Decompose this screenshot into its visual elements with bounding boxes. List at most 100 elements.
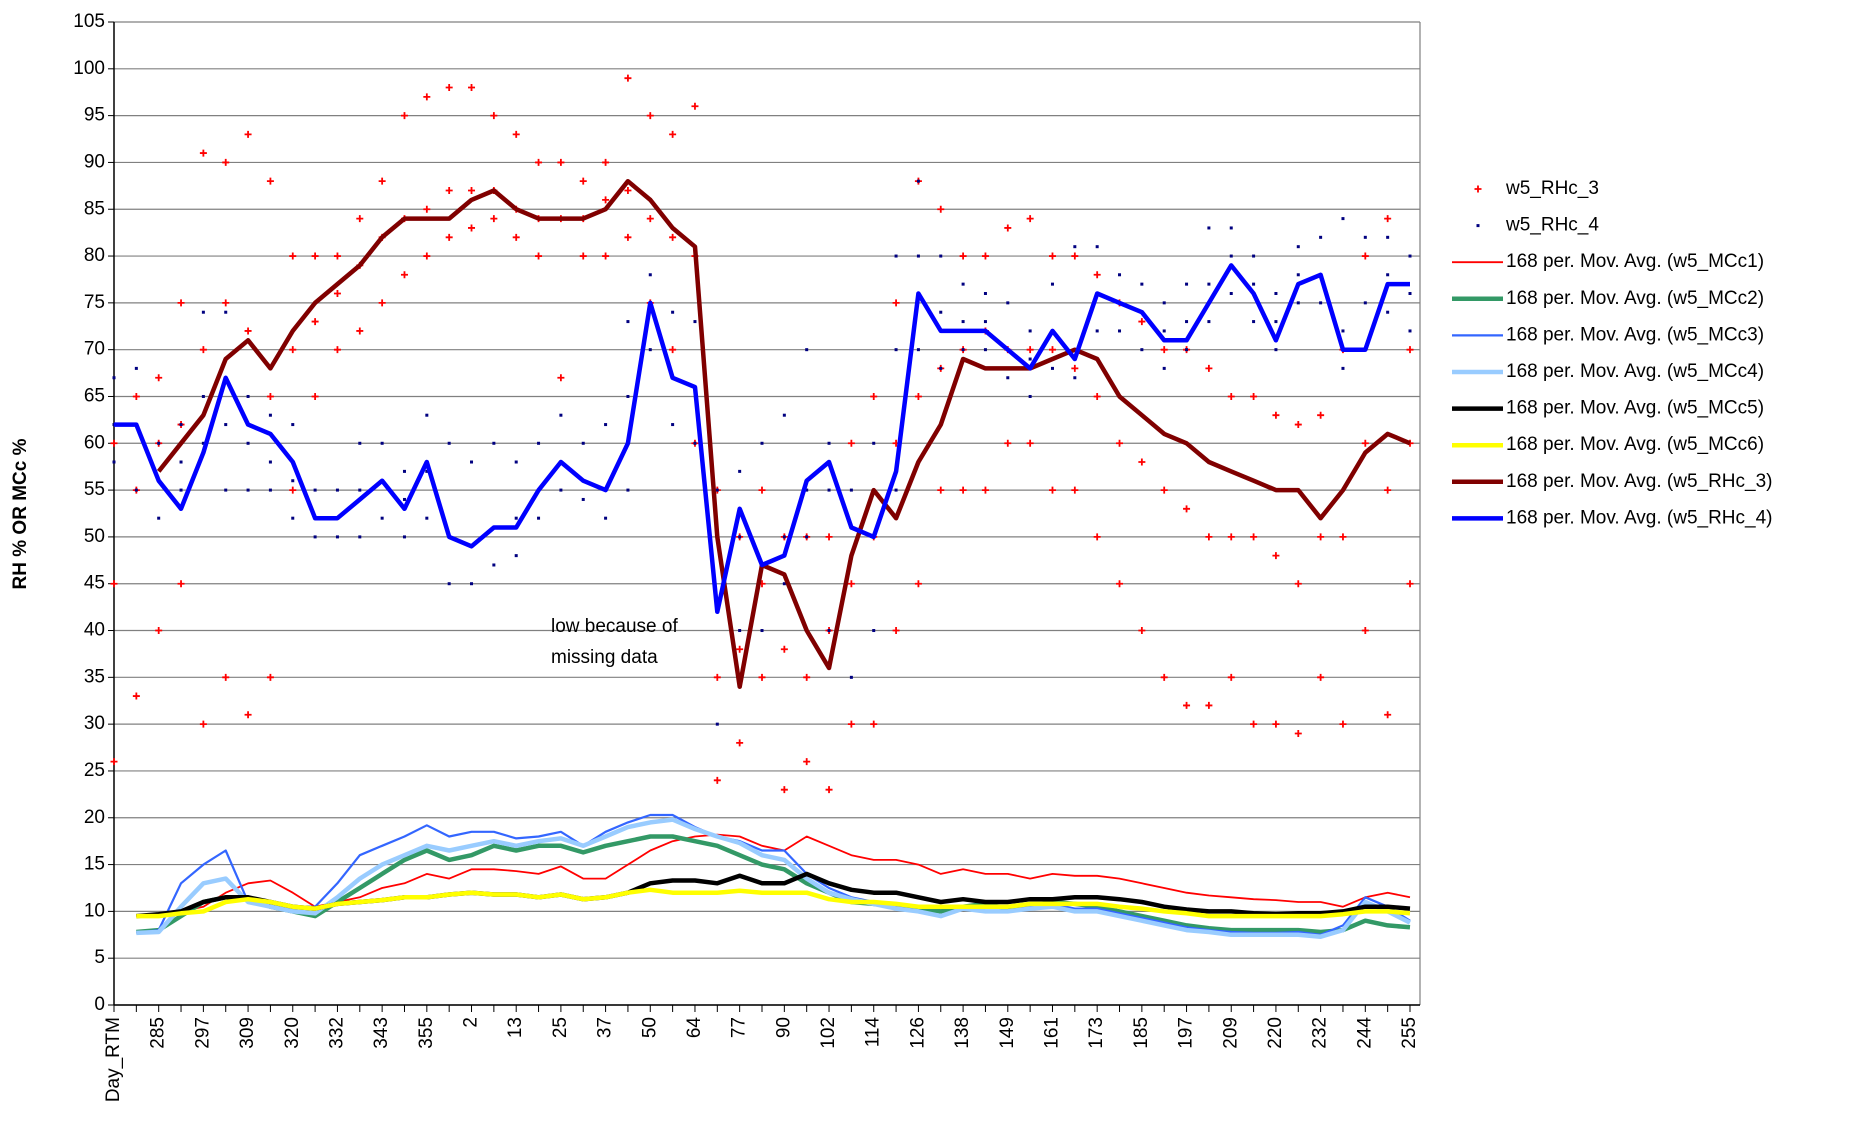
scatter-point — [514, 460, 518, 464]
scatter-point — [222, 673, 230, 681]
scatter-point — [782, 413, 786, 417]
scatter-point — [1050, 282, 1054, 286]
scatter-point — [1028, 357, 1032, 361]
scatter-point — [1140, 348, 1144, 352]
y-tick-label: 105 — [73, 11, 105, 32]
scatter-point — [671, 310, 675, 314]
scatter-point — [648, 348, 652, 352]
scatter-point — [579, 252, 587, 260]
scatter-point — [581, 497, 585, 501]
x-tick-label: 126 — [907, 1017, 928, 1049]
y-tick-label: 80 — [84, 245, 105, 266]
x-tick-label: 114 — [863, 1017, 884, 1048]
scatter-point — [1205, 533, 1213, 541]
x-tick-label: 343 — [371, 1017, 392, 1049]
scatter-point — [1319, 301, 1323, 305]
scatter-point — [1229, 291, 1233, 295]
scatter-point — [311, 318, 319, 326]
scatter-point — [602, 252, 610, 260]
x-tick-label: 161 — [1041, 1017, 1062, 1049]
scatter-point — [400, 271, 408, 279]
scatter-point — [693, 320, 697, 324]
scatter-point — [939, 366, 943, 370]
scatter-point — [311, 252, 319, 260]
x-tick-label: 209 — [1220, 1017, 1241, 1049]
scatter-point — [244, 711, 252, 719]
scatter-point — [738, 629, 742, 633]
scatter-point — [760, 441, 764, 445]
scatter-point — [291, 479, 295, 483]
scatter-point — [246, 441, 250, 445]
scatter-point — [1317, 673, 1325, 681]
scatter-point — [981, 252, 989, 260]
scatter-point — [559, 413, 563, 417]
scatter-point — [805, 488, 809, 492]
scatter-point — [423, 205, 431, 213]
scatter-point — [110, 758, 118, 766]
scatter-point — [1093, 392, 1101, 400]
scatter-point — [1006, 301, 1010, 305]
scatter-point — [1138, 627, 1146, 635]
scatter-point — [1319, 235, 1323, 239]
scatter-point — [604, 516, 608, 520]
scatter-point — [380, 516, 384, 520]
scatter-point — [1294, 580, 1302, 588]
scatter-point — [1296, 301, 1300, 305]
y-tick-label: 35 — [84, 666, 105, 687]
scatter-point — [1006, 376, 1010, 380]
scatter-point — [470, 460, 474, 464]
scatter-point — [313, 488, 317, 492]
scatter-point — [959, 486, 967, 494]
scatter-point — [1095, 329, 1099, 333]
scatter-point — [134, 488, 138, 492]
scatter-point — [782, 582, 786, 586]
scatter-point — [916, 254, 920, 258]
scatter-point — [1386, 310, 1390, 314]
scatter-point — [626, 394, 630, 398]
y-tick-label: 25 — [84, 760, 105, 781]
scatter-point — [715, 488, 719, 492]
legend-label: w5_RHc_4 — [1505, 215, 1599, 236]
scatter-point — [333, 346, 341, 354]
scatter-point — [468, 224, 476, 232]
scatter-point — [425, 469, 429, 473]
scatter-point — [1138, 318, 1146, 326]
scatter-point — [1250, 533, 1258, 541]
scatter-point — [110, 439, 118, 447]
scatter-point — [1116, 439, 1124, 447]
scatter-point — [782, 535, 786, 539]
series-line — [136, 834, 1411, 935]
scatter-point — [470, 582, 474, 586]
scatter-point — [1048, 346, 1056, 354]
scatter-point — [201, 394, 205, 398]
scatter-point — [713, 673, 721, 681]
scatter-point — [1272, 411, 1280, 419]
scatter-point — [155, 627, 163, 635]
scatter-point — [624, 233, 632, 241]
scatter-point — [358, 441, 362, 445]
x-tick-label: 64 — [684, 1017, 705, 1039]
legend-marker — [1476, 224, 1480, 228]
scatter-point — [1026, 346, 1034, 354]
scatter-point — [1205, 364, 1213, 372]
scatter-point — [693, 441, 697, 445]
legend-label: 168 per. Mov. Avg. (w5_RHc_3) — [1506, 471, 1772, 492]
scatter-point — [849, 675, 853, 679]
scatter-point — [1229, 226, 1233, 230]
scatter-point — [1227, 392, 1235, 400]
y-axis-title: RH % OR MCc % — [10, 438, 31, 589]
series-line — [156, 178, 1411, 689]
scatter-point — [805, 348, 809, 352]
scatter-point — [1183, 701, 1191, 709]
scatter-point — [1406, 346, 1414, 354]
scatter-point — [1252, 254, 1256, 258]
scatter-point — [266, 177, 274, 185]
x-tick-label: Day_RTM — [103, 1017, 124, 1102]
legend-label: 168 per. Mov. Avg. (w5_MCc5) — [1506, 398, 1764, 419]
legend-label: 168 per. Mov. Avg. (w5_MCc6) — [1506, 434, 1764, 455]
scatter-point — [268, 488, 272, 492]
scatter-point — [199, 149, 207, 157]
scatter-point — [1250, 392, 1258, 400]
legend-marker — [1474, 185, 1482, 193]
